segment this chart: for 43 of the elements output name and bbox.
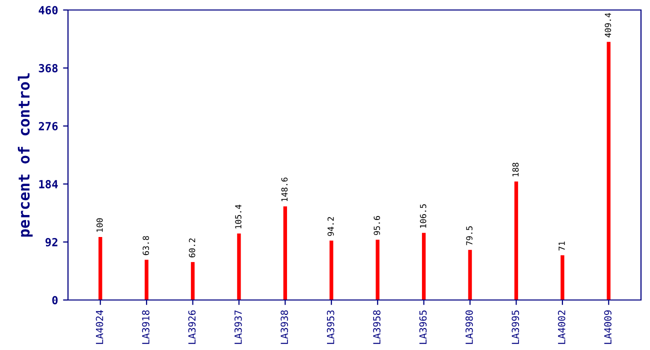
data-label: 79.5 <box>466 226 472 246</box>
x-tick-label: LA3965 <box>419 310 427 344</box>
data-label: 105.4 <box>235 204 242 228</box>
x-tick-label: LA4009 <box>604 310 612 344</box>
data-label: 95.6 <box>374 216 380 236</box>
x-tick-label: LA4024 <box>96 310 104 344</box>
y-axis-title: percent of control <box>18 73 33 237</box>
x-tick-label: LA3958 <box>373 310 380 344</box>
x-tick-label: LA3980 <box>466 310 473 344</box>
data-label: 60.2 <box>188 238 196 258</box>
x-tick-label: LA3918 <box>142 310 150 344</box>
bar <box>144 260 148 300</box>
y-tick-label: 276 <box>38 122 58 130</box>
bar <box>283 206 288 300</box>
bar <box>422 232 426 300</box>
bar <box>468 250 472 300</box>
bar <box>376 240 380 300</box>
bar <box>98 236 102 300</box>
data-label: 100 <box>96 218 103 232</box>
bar <box>330 240 334 300</box>
x-tick-label: LA3937 <box>234 310 242 344</box>
x-tick-label: LA3995 <box>512 310 520 344</box>
bar <box>190 262 195 300</box>
bar <box>237 234 241 300</box>
data-label: 409.4 <box>604 13 612 38</box>
x-tick-label: LA4002 <box>558 310 566 344</box>
data-label: 94.2 <box>328 217 334 236</box>
bar <box>606 42 610 300</box>
y-tick-label: 0 <box>52 296 58 304</box>
bar <box>514 181 518 300</box>
y-tick-label: 368 <box>38 64 58 72</box>
y-tick-label: 184 <box>39 180 58 188</box>
data-label: 148.6 <box>281 178 288 202</box>
bar <box>560 255 564 300</box>
data-label: 71 <box>558 242 565 251</box>
x-tick-label: LA3938 <box>280 310 288 344</box>
x-tick-label: LA3926 <box>188 310 196 344</box>
y-tick-label: 460 <box>38 6 58 14</box>
x-tick-label: LA3953 <box>326 310 334 344</box>
data-label: 106.5 <box>420 204 426 228</box>
y-tick-label: 92 <box>46 238 58 246</box>
data-label: 63.8 <box>142 236 149 256</box>
data-label: 188 <box>512 162 519 176</box>
